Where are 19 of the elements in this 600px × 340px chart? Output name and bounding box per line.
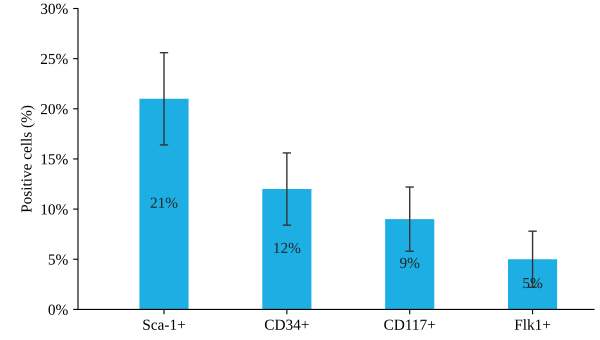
y-tick-label: 25% — [40, 54, 68, 64]
x-tick-label: CD117+ — [384, 320, 436, 330]
bar — [139, 98, 189, 310]
y-tick-label: 5% — [48, 254, 68, 265]
y-tick-label: 20% — [40, 104, 68, 114]
bar — [385, 219, 434, 310]
data-label: 12% — [274, 242, 300, 254]
y-tick-label: 0% — [48, 304, 68, 315]
x-tick-label: CD34+ — [264, 320, 309, 330]
data-label: 21% — [150, 198, 178, 208]
y-tick-label: 15% — [42, 154, 68, 164]
bar — [262, 189, 312, 310]
y-axis-title: Positive cells (%) — [20, 106, 35, 212]
y-tick-label: 10% — [42, 204, 68, 215]
x-tick-label: Flk1+ — [514, 319, 550, 330]
y-tick-label: 30% — [41, 4, 68, 14]
x-tick-label: Sca-1+ — [143, 320, 185, 330]
bar — [508, 259, 558, 310]
data-label: 9% — [400, 258, 420, 268]
